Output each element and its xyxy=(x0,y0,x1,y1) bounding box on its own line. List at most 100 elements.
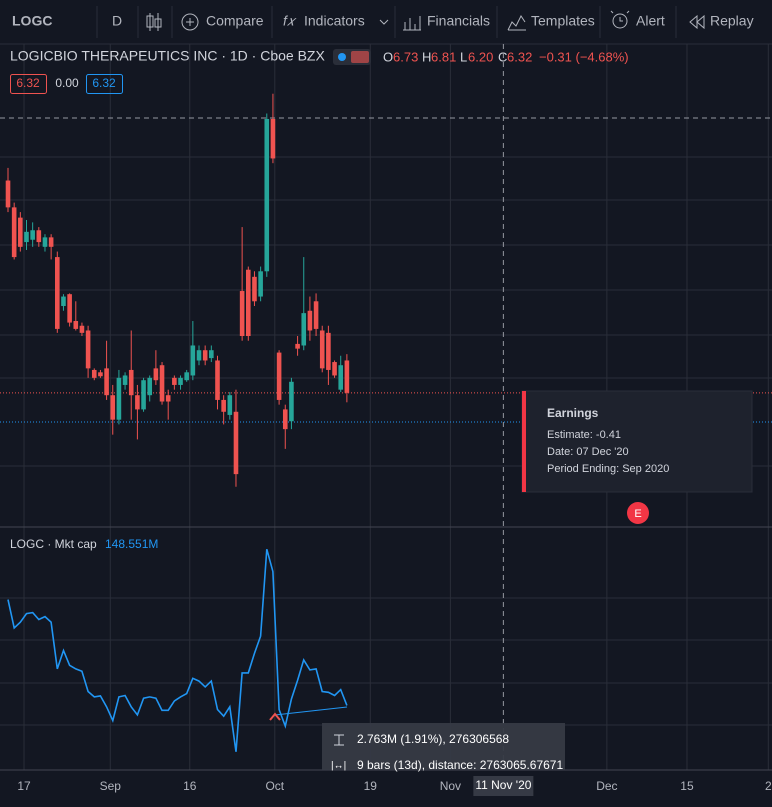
marks xyxy=(0,44,772,770)
candle-body xyxy=(159,365,165,402)
mkt-cap-line xyxy=(7,548,348,752)
toggle-dot xyxy=(338,53,346,61)
measure-arrow xyxy=(269,712,281,721)
candle-body xyxy=(289,381,294,422)
compare-icon[interactable] xyxy=(181,13,199,31)
measure-icon xyxy=(334,734,344,746)
candle-body xyxy=(319,330,325,369)
candle-body xyxy=(276,352,282,400)
candle-body xyxy=(190,345,196,376)
candle-body xyxy=(282,409,288,430)
low-value: 6.20 xyxy=(468,49,493,64)
replay-icon[interactable] xyxy=(689,14,705,30)
x-tick-label: Sep xyxy=(100,779,122,793)
price-box-text: 6.32 xyxy=(16,76,40,90)
candle-body xyxy=(153,368,159,381)
candle-body xyxy=(344,360,350,393)
candle-body xyxy=(135,395,140,410)
indicators-button[interactable]: Indicators xyxy=(304,13,365,29)
x-tick-label: 15 xyxy=(680,779,694,793)
candle-body xyxy=(122,375,128,385)
symbol[interactable]: LOGC xyxy=(12,13,52,29)
earnings-period: Period Ending: Sep 2020 xyxy=(547,463,669,475)
candle-body xyxy=(338,365,344,390)
candle-body xyxy=(264,118,270,272)
x-tick-label: 16 xyxy=(183,779,197,793)
alert-button[interactable]: Alert xyxy=(636,13,665,29)
open-value: 6.73 xyxy=(393,49,418,64)
candle-body xyxy=(110,395,116,420)
measure-line xyxy=(274,706,348,716)
symbol-title: LOGICBIO THERAPEUTICS INC · 1D · Cboe BZ… xyxy=(10,48,325,64)
candle-body xyxy=(48,237,54,247)
x-tick-label: Dec xyxy=(596,779,617,793)
candle-body xyxy=(332,362,337,376)
financials-icon[interactable] xyxy=(403,16,421,31)
candle-body xyxy=(209,350,214,359)
measure-bars: 9 bars (13d), distance: 2763065.67671 xyxy=(357,758,563,772)
candle-body xyxy=(91,369,97,378)
earnings-tooltip xyxy=(521,390,753,493)
candle-body xyxy=(30,230,35,240)
financials-button[interactable]: Financials xyxy=(427,13,490,29)
candle-body xyxy=(42,237,48,247)
dropdown-icon[interactable] xyxy=(379,19,389,25)
open-label: O xyxy=(383,49,393,64)
candle-body xyxy=(239,291,245,337)
candle-body xyxy=(326,332,331,370)
crosshair-label: 11 Nov '20 xyxy=(475,778,531,792)
candle-body xyxy=(178,377,183,385)
candle-body xyxy=(5,180,11,208)
earnings-title: Earnings xyxy=(547,406,599,420)
earnings-estimate: Estimate: -0.41 xyxy=(547,429,621,441)
earnings-marker[interactable] xyxy=(627,502,649,524)
candle-body xyxy=(61,296,66,307)
templates-icon[interactable] xyxy=(507,15,526,31)
price-box xyxy=(86,74,123,94)
candle-body xyxy=(116,377,122,420)
candle-body xyxy=(215,360,220,400)
high-label: H xyxy=(422,49,431,64)
candle-body xyxy=(36,230,42,243)
measure-price: 2.763M (1.91%), 276306568 xyxy=(357,732,509,746)
indicator-title: LOGC · Mkt cap xyxy=(10,537,97,551)
compare-button[interactable]: Compare xyxy=(206,13,264,29)
candle-body xyxy=(301,313,307,346)
crosshair-label-box xyxy=(473,776,534,796)
x-tick-label: Oct xyxy=(265,779,284,793)
candle-body xyxy=(67,294,72,323)
low-label: L xyxy=(460,49,467,64)
candle-icon[interactable] xyxy=(146,13,162,31)
interval[interactable]: D xyxy=(112,13,122,29)
templates-button[interactable]: Templates xyxy=(531,13,595,29)
candle-body xyxy=(128,369,134,396)
x-tick-label: 17 xyxy=(17,779,31,793)
x-tick-label: 2 xyxy=(765,779,772,793)
candle-body xyxy=(11,207,17,258)
x-tick-label: 19 xyxy=(364,779,378,793)
x-tick-label: Nov xyxy=(440,779,461,793)
alert-icon[interactable] xyxy=(610,10,630,29)
candle-body xyxy=(196,350,202,361)
toggle-icon xyxy=(351,51,369,63)
candle-body xyxy=(85,330,91,369)
candle-body xyxy=(233,411,239,475)
high-value: 6.81 xyxy=(431,49,456,64)
candle-body xyxy=(147,377,153,396)
candle-body xyxy=(307,310,313,331)
candle-body xyxy=(245,269,251,337)
candle-body xyxy=(252,276,257,302)
price-box-text: 6.32 xyxy=(92,76,116,90)
replay-button[interactable]: Replay xyxy=(710,13,754,29)
price-box xyxy=(10,74,47,94)
candle-body xyxy=(141,380,146,410)
candle-body xyxy=(104,368,109,396)
measure-range-icon: |↔| xyxy=(331,761,346,772)
earnings-date: Date: 07 Dec '20 xyxy=(547,446,629,458)
earnings-marker-label: E xyxy=(634,508,641,520)
candle-body xyxy=(221,399,226,412)
indicators-icon[interactable]: f𝑥 xyxy=(283,13,297,29)
candle-body xyxy=(184,372,189,381)
candle-body xyxy=(227,395,233,415)
